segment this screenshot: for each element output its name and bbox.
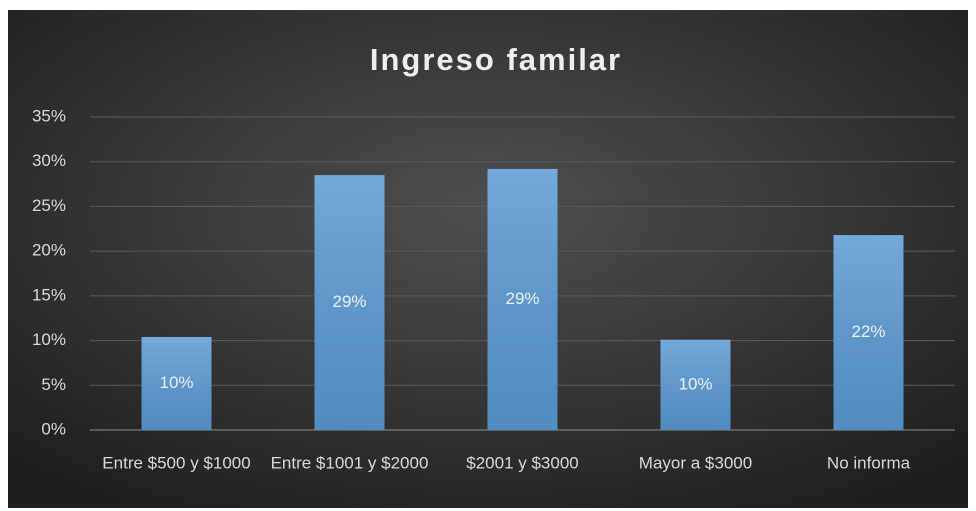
- value-label: 10%: [159, 373, 193, 392]
- chart-title: Ingreso familar: [370, 42, 622, 77]
- y-tick-label: 20%: [32, 241, 66, 260]
- value-label: 22%: [851, 322, 885, 341]
- y-tick-label: 30%: [32, 151, 66, 170]
- bar-shade: [141, 336, 212, 430]
- value-label: 29%: [505, 289, 539, 308]
- value-label: 10%: [678, 374, 712, 393]
- x-tick-label: Entre $1001 y $2000: [271, 453, 429, 472]
- y-tick-label: 25%: [32, 196, 66, 215]
- x-tick-label: $2001 y $3000: [466, 453, 579, 472]
- value-label: 29%: [332, 292, 366, 311]
- y-tick-label: 0%: [41, 419, 66, 438]
- x-tick-label: No informa: [827, 453, 911, 472]
- y-tick-label: 5%: [41, 375, 66, 394]
- bar-shade: [660, 339, 731, 430]
- y-tick-label: 10%: [32, 330, 66, 349]
- x-tick-label: Entre $500 y $1000: [102, 453, 250, 472]
- bar-shade: [833, 235, 904, 430]
- x-tick-label: Mayor a $3000: [639, 453, 752, 472]
- y-tick-label: 15%: [32, 285, 66, 304]
- bar-shade: [487, 168, 558, 430]
- bar-shade: [314, 175, 385, 430]
- y-tick-label: 35%: [32, 106, 66, 125]
